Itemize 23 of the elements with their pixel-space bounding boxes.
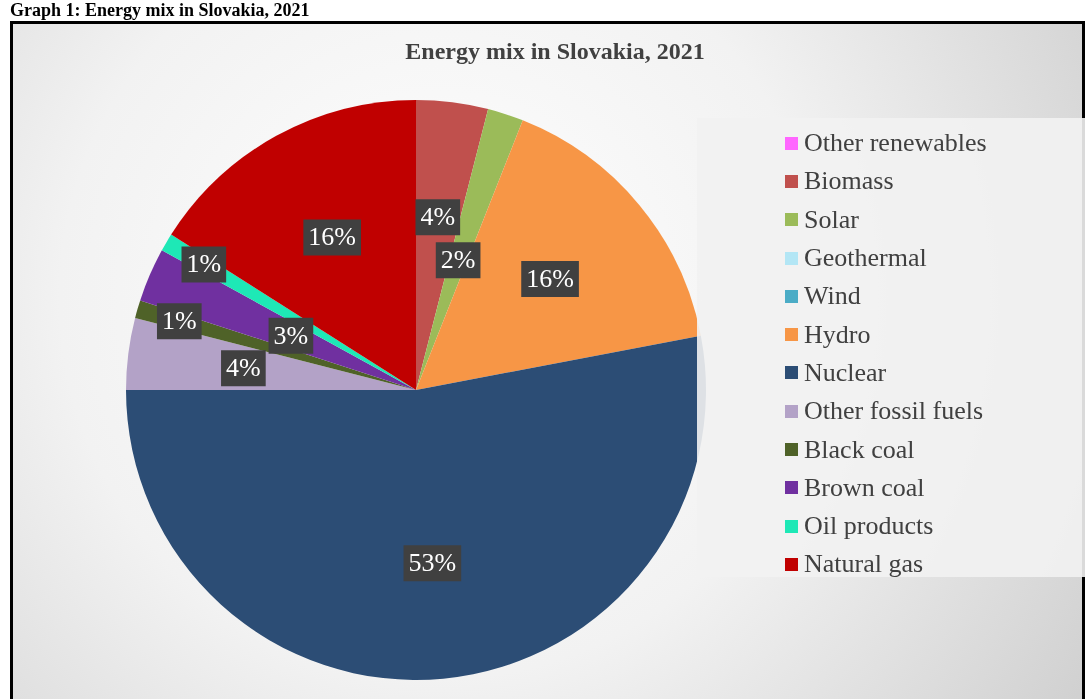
legend-label: Other fossil fuels	[804, 396, 984, 427]
legend-label: Nuclear	[804, 357, 887, 388]
legend-label: Solar	[804, 204, 859, 235]
legend-label: Brown coal	[804, 472, 925, 503]
data-label: 2%	[440, 245, 476, 275]
legend-label: Wind	[804, 281, 861, 312]
legend-label: Oil products	[804, 511, 934, 542]
legend-label: Biomass	[804, 166, 894, 197]
data-label: 16%	[526, 263, 574, 293]
legend-label: Black coal	[804, 434, 915, 465]
data-label: 1%	[186, 249, 222, 279]
caption: Graph 1: Energy mix in Slovakia, 2021	[10, 0, 310, 20]
data-label: 4%	[226, 353, 261, 383]
data-label: 1%	[161, 306, 197, 336]
legend-label: Other renewables	[804, 128, 987, 159]
legend-label: Natural gas	[804, 549, 924, 580]
data-label: 3%	[273, 320, 309, 350]
data-label: 4%	[420, 202, 456, 232]
data-label: 53%	[408, 548, 457, 578]
legend-label: Hydro	[804, 319, 871, 350]
chart-title: Energy mix in Slovakia, 2021	[404, 38, 706, 65]
legend-label: Geothermal	[804, 243, 927, 274]
data-label: 16%	[308, 222, 357, 252]
